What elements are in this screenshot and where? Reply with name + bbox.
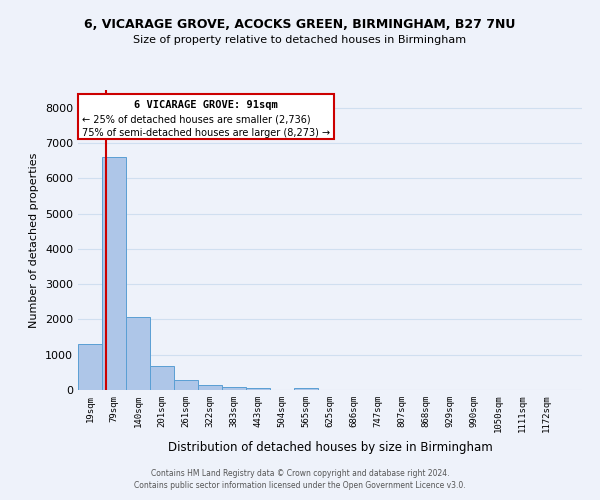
Text: Size of property relative to detached houses in Birmingham: Size of property relative to detached ho… xyxy=(133,35,467,45)
Bar xyxy=(198,385,222,390)
Text: Contains HM Land Registry data © Crown copyright and database right 2024.: Contains HM Land Registry data © Crown c… xyxy=(151,468,449,477)
Y-axis label: Number of detached properties: Number of detached properties xyxy=(29,152,40,328)
FancyBboxPatch shape xyxy=(78,94,334,140)
Bar xyxy=(78,344,102,390)
Bar xyxy=(126,317,150,390)
Bar xyxy=(102,157,126,390)
Text: 6, VICARAGE GROVE, ACOCKS GREEN, BIRMINGHAM, B27 7NU: 6, VICARAGE GROVE, ACOCKS GREEN, BIRMING… xyxy=(85,18,515,30)
Bar xyxy=(150,366,174,390)
Bar xyxy=(246,388,270,390)
Bar xyxy=(294,388,318,390)
Text: Contains public sector information licensed under the Open Government Licence v3: Contains public sector information licen… xyxy=(134,481,466,490)
Text: ← 25% of detached houses are smaller (2,736): ← 25% of detached houses are smaller (2,… xyxy=(82,114,311,124)
Text: 6 VICARAGE GROVE: 91sqm: 6 VICARAGE GROVE: 91sqm xyxy=(134,100,278,110)
X-axis label: Distribution of detached houses by size in Birmingham: Distribution of detached houses by size … xyxy=(167,441,493,454)
Bar xyxy=(174,380,198,390)
Text: 75% of semi-detached houses are larger (8,273) →: 75% of semi-detached houses are larger (… xyxy=(82,128,330,138)
Bar xyxy=(222,387,246,390)
